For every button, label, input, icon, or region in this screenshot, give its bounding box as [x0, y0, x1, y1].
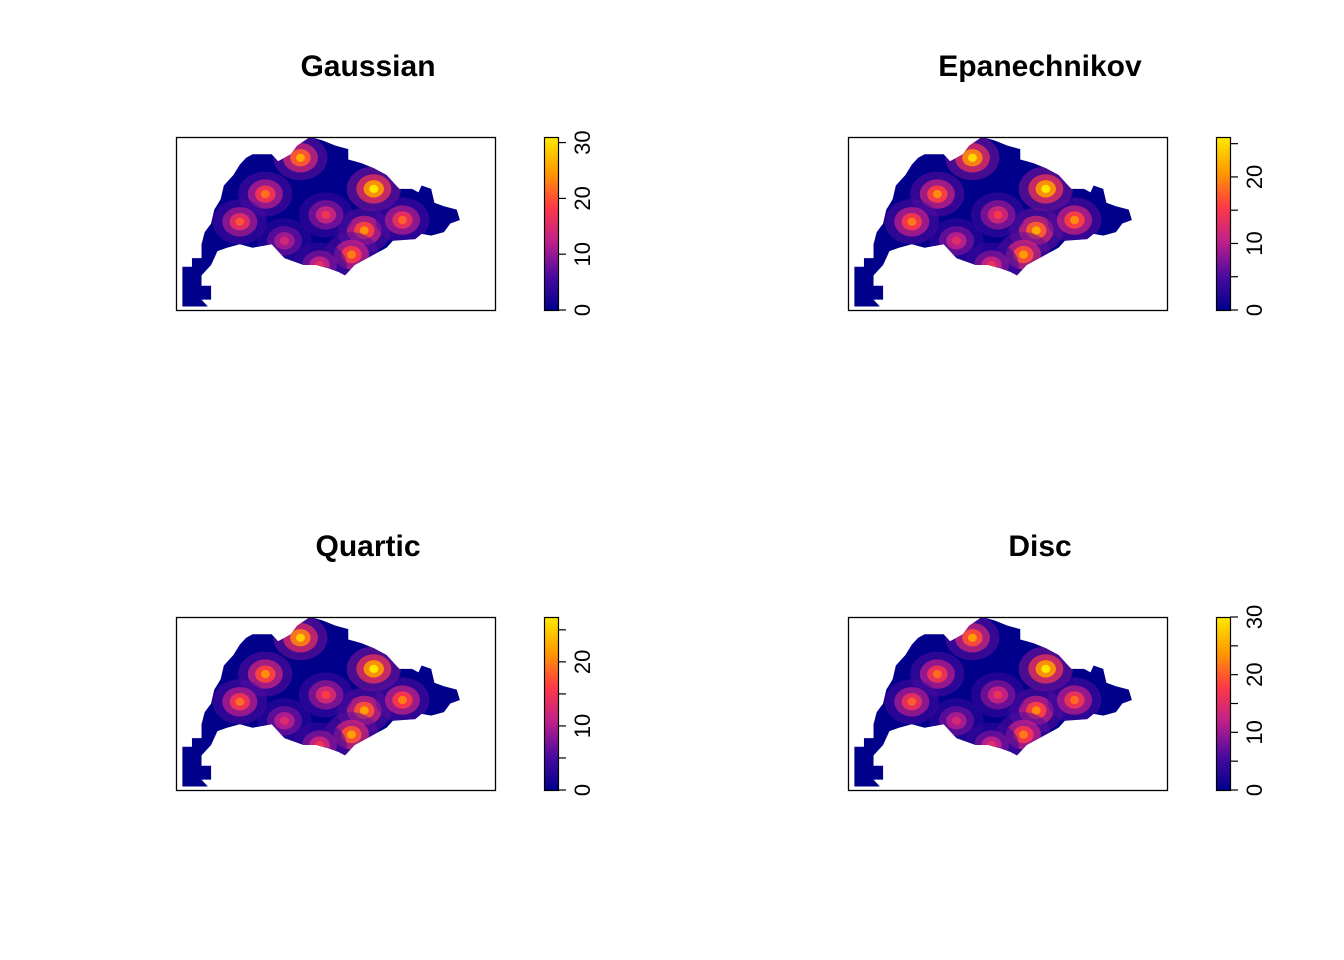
hotspot [964, 722, 1019, 768]
hotspot [292, 242, 347, 288]
colorbar: 0 10 20 [1215, 136, 1267, 316]
colorbar-tick-label: 20 [570, 186, 595, 210]
hotspot [346, 166, 401, 212]
hotspot [212, 199, 267, 245]
colorbar-tick-label: 30 [570, 130, 595, 154]
hotspot [970, 192, 1026, 238]
hotspot [298, 672, 354, 718]
hotspot [273, 617, 328, 661]
hotspot [964, 242, 1019, 288]
colorbar-tick-label: 10 [570, 714, 595, 738]
colorbar-tick-label: 10 [570, 242, 595, 266]
panel-disc: Disc 0 10 20 30 [847, 530, 1267, 796]
plot-frame [847, 136, 1169, 312]
panel-title: Disc [1008, 530, 1071, 563]
plot-frame [847, 616, 1169, 792]
density-map [182, 617, 460, 787]
panel-title: Gaussian [300, 50, 435, 83]
panel-gaussian: Gaussian 0 10 20 30 [175, 50, 595, 316]
colorbar-frame [543, 136, 560, 312]
colorbar-frame [543, 616, 560, 792]
hotspot [212, 679, 267, 725]
colorbar-tick-label: 10 [1242, 720, 1267, 744]
panel-title: Epanechnikov [938, 50, 1142, 83]
colorbar: 0 10 20 [543, 616, 595, 796]
plot-frame [175, 136, 497, 312]
hotspot [273, 137, 328, 181]
hotspot [945, 137, 1000, 181]
hotspot [375, 677, 430, 723]
colorbar: 0 10 20 30 [1215, 605, 1267, 796]
hotspot [1047, 677, 1102, 723]
colorbar-tick-label: 10 [1242, 231, 1267, 255]
hotspot [945, 617, 1000, 661]
plot-frame [175, 616, 497, 792]
colorbar-tick-label: 0 [570, 304, 595, 316]
hotspot [292, 722, 347, 768]
density-map [182, 137, 460, 307]
panel-quartic: Quartic 0 10 20 [175, 530, 595, 796]
colorbar-tick-label: 20 [570, 650, 595, 674]
hotspot [375, 197, 430, 243]
colorbar-tick-label: 0 [1242, 784, 1267, 796]
colorbar-frame [1215, 136, 1232, 312]
hotspot [1018, 646, 1073, 692]
hotspot [884, 199, 939, 245]
panel-title: Quartic [315, 530, 420, 563]
hotspot [1047, 197, 1102, 243]
colorbar-tick-label: 20 [1242, 662, 1267, 686]
colorbar-tick-label: 20 [1242, 165, 1267, 189]
hotspot [298, 192, 354, 238]
colorbar: 0 10 20 30 [543, 130, 595, 316]
colorbar-tick-label: 0 [570, 784, 595, 796]
hotspot [884, 679, 939, 725]
panel-epanechnikov: Epanechnikov 0 10 20 [847, 50, 1267, 316]
density-map [854, 617, 1132, 787]
colorbar-tick-label: 30 [1242, 605, 1267, 629]
hotspot [346, 646, 401, 692]
hotspot [970, 672, 1026, 718]
hotspot [1018, 166, 1073, 212]
density-map [854, 137, 1132, 307]
colorbar-tick-label: 0 [1242, 304, 1267, 316]
